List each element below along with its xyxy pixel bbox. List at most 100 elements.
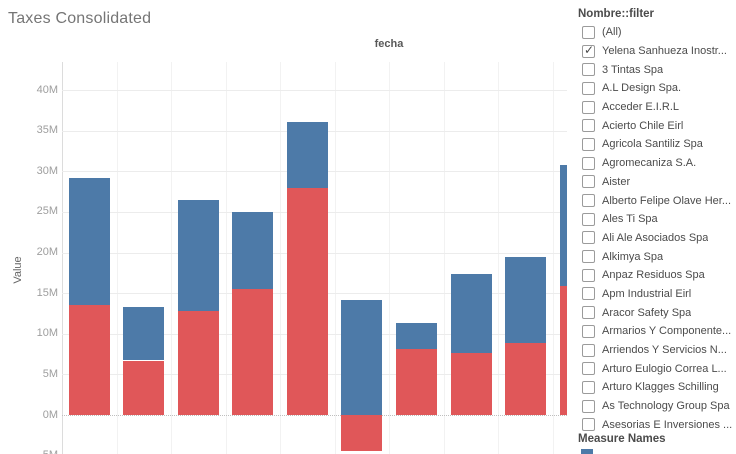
bar-segment-red[interactable] [396,349,437,415]
filter-item[interactable]: Acceder E.I.R.L [578,98,734,117]
bar-segment-red[interactable] [232,289,274,415]
filter-item-label[interactable]: Agromecaniza S.A. [602,157,697,170]
checkbox-icon[interactable] [582,362,595,376]
bar-segment-red[interactable] [68,305,110,415]
filter-item-label[interactable]: Acceder E.I.R.L [602,101,680,114]
filter-item[interactable]: As Technology Group Spa [578,397,734,416]
filter-item[interactable]: Arturo Klagges Schilling [578,378,734,397]
bar-segment-red[interactable] [177,311,219,415]
filter-item[interactable]: Anpaz Residuos Spa [578,266,734,285]
checkbox-icon[interactable] [582,324,595,338]
filter-item-label[interactable]: Alberto Felipe Olave Her... [602,194,732,207]
checkbox-icon[interactable] [582,287,595,301]
y-tick-label: 10M [36,327,58,340]
filter-item-label[interactable]: Yelena Sanhueza Inostr... [602,45,727,58]
checkbox-icon[interactable] [582,231,595,245]
filter-item-label[interactable]: (All) [602,26,622,39]
filter-item[interactable]: Aracor Safety Spa [578,303,734,322]
filter-item[interactable]: Agromecaniza S.A. [578,154,734,173]
filter-item-label[interactable]: Anpaz Residuos Spa [602,269,705,282]
checkbox-icon[interactable] [582,119,595,133]
filter-item-label[interactable]: Apm Industrial Eirl [602,287,692,300]
filter-item-label[interactable]: Acierto Chile Eirl [602,119,684,132]
filter-item[interactable]: Arturo Eulogio Correa L... [578,359,734,378]
filter-item-label[interactable]: A.L Design Spa. [602,82,682,95]
y-tick-label: 5M [42,367,58,380]
checkbox-icon[interactable] [582,268,595,282]
filter-item-label[interactable]: 3 Tintas Spa [602,63,664,76]
filter-item-label[interactable]: Arturo Eulogio Correa L... [602,362,727,375]
checkbox-icon[interactable] [582,175,595,189]
filter-item-label[interactable]: Ales Ti Spa [602,213,658,226]
checkbox-icon[interactable] [582,418,595,432]
filter-item-label[interactable]: Agricola Santiliz Spa [602,138,703,151]
filter-item[interactable]: Alberto Felipe Olave Her... [578,191,734,210]
y-tick-label: 15M [36,286,58,299]
bar-segment-red[interactable] [286,188,328,415]
bar-segment-red[interactable] [341,415,383,451]
checkbox-icon[interactable] [582,137,595,151]
checkbox-checked-icon[interactable] [582,43,595,58]
filter-item[interactable]: Arriendos Y Servicios N... [578,341,734,360]
checkbox-icon[interactable] [582,399,595,413]
checkbox-icon[interactable] [582,343,595,357]
y-tick-label: -5M [0,449,58,454]
bar-segment-red[interactable] [123,360,165,415]
filter-item[interactable]: Alkimya Spa [578,247,734,266]
bar-segment-blue[interactable] [123,306,165,361]
filter-item-label[interactable]: Ali Ale Asociados Spa [602,231,709,244]
filter-item[interactable]: Aister [578,173,734,192]
filter-item[interactable]: Asesorias E Inversiones ... [578,415,734,434]
filter-item-label[interactable]: Alkimya Spa [602,250,664,263]
filter-item[interactable]: Ali Ale Asociados Spa [578,229,734,248]
bar-segment-blue[interactable] [505,256,547,343]
bar-segment-blue[interactable] [68,177,110,306]
y-tick-label: 20M [36,246,58,258]
bar-segment-blue[interactable] [396,323,437,350]
y-tick-label: 35M [36,124,58,137]
nombre-filter-list: (All) Yelena Sanhueza Inostr... 3 Tintas S… [578,23,734,434]
filter-item[interactable]: Apm Industrial Eirl [578,285,734,304]
checkbox-icon[interactable] [582,63,595,77]
filter-item[interactable]: Acierto Chile Eirl [578,116,734,135]
y-tick-label: 25M [36,205,58,218]
checkbox-icon[interactable] [582,25,595,39]
y-tick-label: 40M [36,83,58,96]
checkbox-icon[interactable] [582,306,595,320]
filter-item[interactable]: Yelena Sanhueza Inostr... [578,42,734,61]
y-tick-label: 0M [42,408,58,421]
page-title: Taxes Consolidated [8,10,152,27]
checkbox-icon[interactable] [582,250,595,264]
filter-item-label[interactable]: Asesorias E Inversiones ... [602,418,733,431]
bar-segment-red[interactable] [450,353,492,416]
bar-segment-blue[interactable] [559,164,567,286]
bar-segment-red[interactable] [559,285,567,415]
filter-item-label[interactable]: Aracor Safety Spa [602,306,692,319]
filter-item-label[interactable]: Aister [602,175,631,188]
checkbox-icon[interactable] [582,380,595,394]
bar-segment-blue[interactable] [232,211,274,290]
checkbox-icon[interactable] [582,212,595,226]
bar-segment-blue[interactable] [286,121,328,189]
measure-names-legend-swatch[interactable] [581,449,593,454]
filter-item-label[interactable]: Arturo Klagges Schilling [602,381,719,394]
bar-segment-red[interactable] [505,342,547,415]
checkbox-icon[interactable] [582,81,595,95]
filter-item-label[interactable]: Arriendos Y Servicios N... [602,344,727,357]
filter-item[interactable]: 3 Tintas Spa [578,60,734,79]
filter-item-label[interactable]: As Technology Group Spa [602,400,730,413]
bar-segment-blue[interactable] [341,299,383,415]
filter-item[interactable]: A.L Design Spa. [578,79,734,98]
filter-item[interactable]: Ales Ti Spa [578,210,734,229]
filter-item[interactable]: (All) [578,23,734,42]
filter-item[interactable]: Armarios Y Componente... [578,322,734,341]
checkbox-icon[interactable] [582,100,595,114]
checkbox-icon[interactable] [582,156,595,170]
gridline [62,90,567,91]
bar-segment-blue[interactable] [177,199,219,311]
bar-segment-blue[interactable] [450,273,492,354]
filter-item-label[interactable]: Armarios Y Componente... [602,325,732,338]
checkbox-icon[interactable] [582,194,595,208]
filter-item[interactable]: Agricola Santiliz Spa [578,135,734,154]
chart-pane [62,62,567,454]
